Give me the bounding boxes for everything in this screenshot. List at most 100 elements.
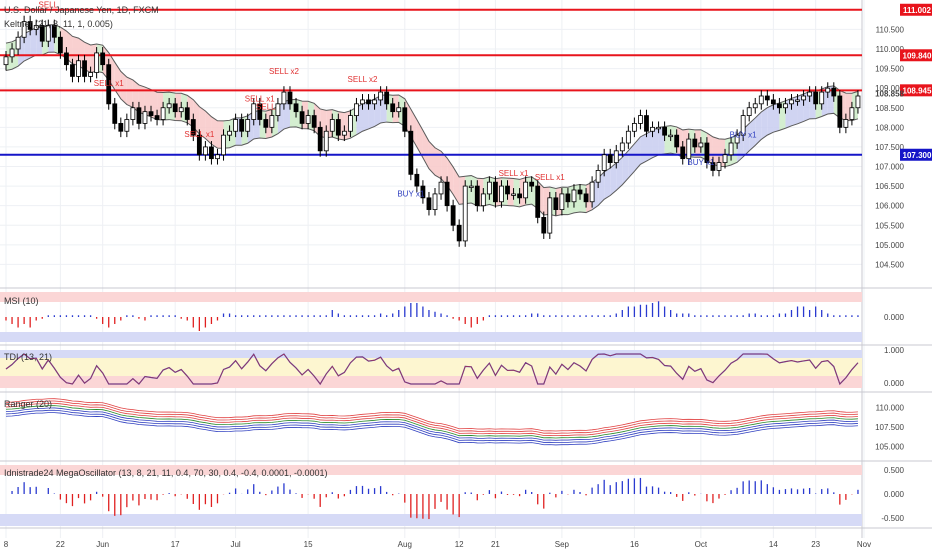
candle-body [172,103,178,113]
candle-body [354,103,359,116]
candle-body [432,193,438,210]
keltner-band-segment [773,102,780,133]
level-price-label: 108.945 [903,86,932,95]
candle-body [770,99,776,105]
signal-label: SELL x1 [184,130,214,139]
candle-body [190,119,196,136]
x-axis-tick: Sep [555,540,570,549]
x-axis-tick: 23 [811,540,820,549]
ranger-band-line [5,398,858,432]
ranger-band-line [5,402,858,437]
candle-body [196,134,202,156]
candle-body [148,111,154,116]
ranger-band-line [5,405,858,439]
level-price-box [900,3,932,16]
candle-body [221,134,226,156]
keltner-band-segment [169,92,176,121]
candle-body [70,64,75,77]
ranger-band-line [5,412,858,446]
price-axis-tick: 110.500 [876,25,905,34]
price-axis-tick: 107.500 [875,143,904,152]
candle-body [15,36,21,50]
candle-body [263,119,269,128]
candle-body [698,142,704,148]
osc-axis-tick: 0.500 [884,466,905,475]
level-price-box [900,148,932,161]
candle-body [124,119,130,132]
keltner-band-segment [507,178,514,206]
candle-body [710,162,716,171]
keltner-band-segment [767,104,774,136]
candle-body [390,103,396,113]
candle-body [474,185,480,207]
x-axis-tick: Jun [96,540,109,549]
candle-body [402,107,408,132]
last-price-label: 108.858 [875,90,904,99]
candle-body [638,115,643,124]
ranger-pane-label: Ranger (20) [4,399,53,409]
candle-body [565,193,571,203]
candle-body [202,146,208,156]
candle-body [571,189,577,203]
osc-upper-zone [0,465,862,475]
signal-label: SELL x2 [269,67,299,76]
keltner-band-segment [392,95,399,123]
candle-body [807,91,813,97]
keltner-band-segment [779,100,786,131]
candle-body [366,99,371,105]
keltner-band-segment [368,98,375,129]
candle-body [305,115,311,124]
keltner-band-segment [132,79,139,113]
keltner-band-segment [362,101,369,132]
osc-axis-tick: 0.000 [884,490,905,499]
candle-body [233,119,239,132]
osc-lower-zone [0,514,862,526]
candle-body [142,111,148,124]
x-axis-tick: Nov [857,540,871,549]
price-axis-tick: 105.500 [875,221,904,230]
candle-body [76,60,81,77]
x-axis-tick: 15 [304,540,313,549]
candle-body [801,95,806,101]
candle-body [414,173,420,187]
grid-lines [0,0,865,538]
candle-body [82,60,87,77]
candle-body [384,91,390,105]
candle-body [27,21,33,30]
candle-body [160,107,166,120]
x-axis-tick: Aug [398,540,412,549]
candle-body [408,130,414,175]
candle-body [662,126,668,136]
candle-body [783,103,788,109]
candle-body [209,146,214,160]
keltner-band-segment [422,130,429,169]
candle-body [468,185,474,188]
candle-body [378,91,384,101]
candle-body [154,115,160,120]
candle-body [535,185,541,218]
candle-body [348,115,353,132]
candle-body [825,87,831,93]
candle-body [480,193,486,207]
x-axis-tick: Oct [695,540,708,549]
ranger-band-line [5,407,858,441]
candle-body [631,123,637,132]
candle-body [396,107,402,113]
candle-body [740,115,746,136]
keltner-band-segment [694,129,701,158]
ranger-axis-tick: 107.500 [875,423,904,432]
candle-body [64,52,69,66]
candle-body [426,197,432,210]
keltner-band-segment [453,166,460,205]
tdi-signal-line [5,353,859,385]
candle-body [438,181,444,195]
candle-body [625,130,631,144]
candle-body [57,36,63,54]
price-axis-tick: 104.500 [875,260,904,269]
keltner-band-segment [211,116,218,149]
candle-body [758,95,764,105]
candle-body [523,181,529,199]
candle-body [728,142,734,156]
signal-label: SELL [39,1,59,10]
